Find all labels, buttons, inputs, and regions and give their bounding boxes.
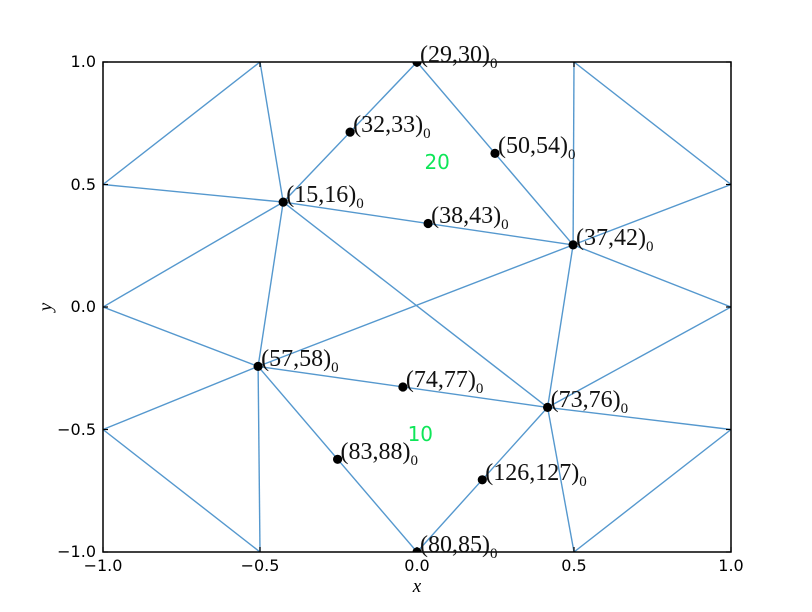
y-tick-label-0.5: 0.5 [70,174,96,194]
face-index-label-20: 20 [424,149,450,174]
point-label-(126,127): (126,127)0 [485,459,587,490]
y-tick-label-−0.5: −0.5 [57,419,96,439]
point-dot-(83,88) [333,454,343,464]
point-dot-(37,42) [568,240,578,250]
mesh-edge-SL [257,366,261,552]
mesh-edge-RG [572,244,731,308]
y-tick-label-1.0: 1.0 [70,52,96,71]
mesh-edge-HJ [573,428,731,552]
point-label-(57,58): (57,58)0 [261,346,339,377]
point-label-(29,30): (29,30)0 [420,42,498,72]
mesh-edge-RT [546,244,574,408]
mesh-edge-TH [547,406,731,431]
mesh-edge-NL [103,428,261,552]
point-dot-(38,43) [423,218,433,229]
mesh-edge-NS [103,365,259,431]
mesh-edge-QS [257,201,284,367]
y-tick-label-0.0: 0.0 [70,297,96,316]
point-dot-(15,16) [278,197,288,207]
mesh-edge-OS [103,306,259,368]
tick-marks [102,61,732,553]
y-axis-label: y [35,302,57,312]
x-tick-label-0.5: 0.5 [561,556,587,575]
point-dot-(73,76) [543,402,553,412]
point-label-(15,16): (15,16)0 [286,182,364,212]
x-tick-label-0.0: 0.0 [404,556,430,575]
mesh-edge-BQ [259,62,284,203]
mesh-edge-DR [572,62,575,245]
x-axis-label: x [412,576,422,597]
mesh-group [103,62,731,552]
point-label-(73,76): (73,76)0 [550,387,629,418]
point-label-(83,88): (83,88)0 [340,439,419,470]
point-label-(37,42): (37,42)0 [576,224,654,255]
y-tick-label-−1.0: −1.0 [57,542,96,561]
mesh-edge-OQ [103,201,284,308]
x-tick-label-−1.0: −1.0 [83,556,123,575]
point-label-(74,77): (74,77)0 [405,366,484,397]
mesh-edge-PB [103,62,261,186]
point-label-(38,43): (38,43)0 [431,203,509,234]
point-dot-(74,77) [398,382,408,392]
mesh-edge-PQ [103,183,284,203]
point-dot-(50,54) [490,148,500,158]
point-label-(80,85): (80,85)0 [420,532,498,562]
mesh-edge-SR [257,244,574,368]
face-index-label-10: 10 [407,421,434,446]
point-label-(50,54): (50,54)0 [498,133,576,164]
mesh-edge-QT [282,201,549,408]
mesh-edge-RF [572,183,731,246]
mesh-edge-TG [547,306,731,409]
mesh-edge-TJ [546,407,575,552]
point-dot-(57,58) [253,361,263,371]
x-tick-label-1.0: 1.0 [718,556,744,575]
point-label-(32,33): (32,33)0 [353,112,431,142]
point-dot-(32,33) [345,127,355,137]
x-tick-label-−0.5: −0.5 [240,556,280,575]
point-dot-(126,127) [477,475,487,485]
mesh-edge-DF [573,62,731,186]
